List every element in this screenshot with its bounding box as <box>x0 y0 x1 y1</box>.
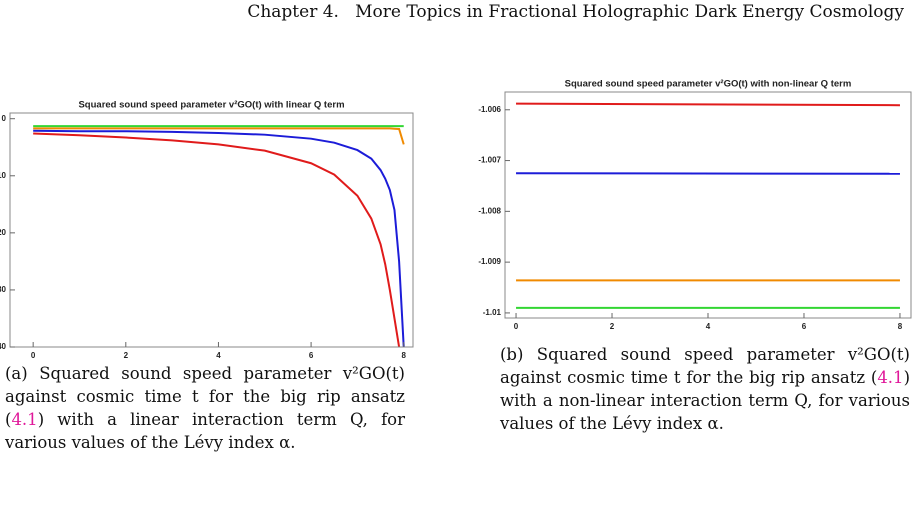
caption-text: ) with a non-linear interaction term Q, … <box>500 368 910 433</box>
y-tick-label: -30 <box>0 285 7 294</box>
y-tick-label: -1.008 <box>478 206 501 215</box>
y-tick-label: -1.007 <box>478 156 501 165</box>
equation-ref[interactable]: 4.1 <box>877 368 904 387</box>
plot-frame <box>9 112 414 348</box>
y-tick-label: 0 <box>2 114 7 123</box>
series-line <box>33 132 401 347</box>
plot-frame <box>504 91 912 319</box>
x-tick-label: 2 <box>124 351 129 360</box>
chart-title: Squared sound speed parameter v²GO(t) wi… <box>565 79 852 90</box>
x-tick-label: 8 <box>402 351 407 360</box>
caption: (a) Squared sound speed parameter v²GO(t… <box>5 362 405 454</box>
x-tick-label: 6 <box>802 322 807 331</box>
series-line <box>33 129 405 347</box>
y-tick-label: -10 <box>0 171 7 180</box>
series-line <box>33 127 405 145</box>
y-tick-label: -1.009 <box>478 257 501 266</box>
y-tick-label: -20 <box>0 228 7 237</box>
x-tick-label: 0 <box>31 351 36 360</box>
caption: (b) Squared sound speed parameter v²GO(t… <box>500 343 910 435</box>
y-tick-label: -40 <box>0 342 7 351</box>
equation-ref[interactable]: 4.1 <box>11 410 38 429</box>
x-tick-label: 0 <box>514 322 519 331</box>
running-header: Chapter 4. More Topics in Fractional Hol… <box>247 2 904 22</box>
y-tick-label: -1.006 <box>478 105 501 114</box>
x-tick-label: 4 <box>706 322 711 331</box>
chart-title: Squared sound speed parameter v²GO(t) wi… <box>78 100 344 111</box>
caption-text: (b) Squared sound speed parameter v²GO(t… <box>500 345 910 387</box>
caption-text: (a) Squared sound speed parameter v²GO(t… <box>5 364 405 429</box>
series-line <box>516 102 900 107</box>
x-tick-label: 6 <box>309 351 314 360</box>
series-line <box>516 172 900 175</box>
y-tick-label: -1.01 <box>483 308 502 317</box>
x-tick-label: 2 <box>610 322 615 331</box>
x-tick-label: 8 <box>898 322 903 331</box>
caption-text: ) with a linear interaction term Q, for … <box>5 410 405 452</box>
x-tick-label: 4 <box>216 351 221 360</box>
